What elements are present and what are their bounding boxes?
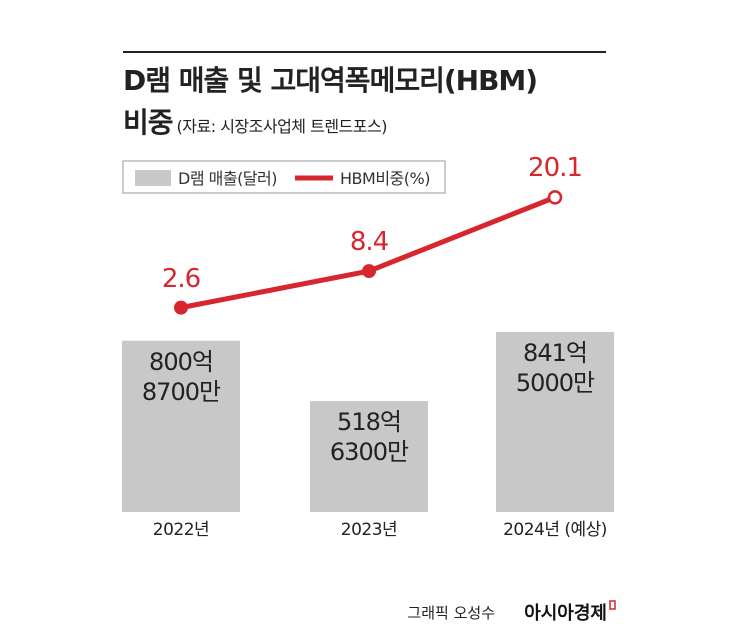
bar: [122, 340, 240, 512]
x-tick-label: 2024년 (예상): [503, 520, 607, 540]
legend-label: D램 매출(달러): [178, 169, 278, 188]
line-point: [547, 190, 563, 205]
legend-label: HBM비중(%): [340, 169, 430, 188]
value-label: 518억 6300만: [329, 408, 409, 467]
bar: [496, 332, 614, 512]
x-tick-label: 2023년: [340, 520, 398, 540]
line-point: [362, 264, 376, 279]
title-text: D램 매출 및 고대역폭메모리(HBM) 비중: [123, 64, 538, 139]
bar: [310, 401, 428, 512]
legend-swatch: [135, 170, 171, 186]
credit: 그래픽 오성수: [407, 604, 495, 622]
point-label: 2.6: [161, 263, 201, 294]
legend-box: [122, 160, 446, 194]
point-label: 8.4: [349, 227, 389, 258]
point-label: 20.1: [528, 153, 583, 184]
brand-icon: [609, 600, 616, 610]
line-point: [174, 300, 188, 315]
chart-title: D램 매출 및 고대역폭메모리(HBM) 비중 (자료: 시장조사업체 트렌드포스…: [123, 60, 643, 148]
value-label: 841억 5000만: [515, 339, 595, 397]
x-tick-label: 2022년: [152, 520, 210, 540]
source-brand: 아시아경제: [524, 603, 607, 624]
value-label: 800억 8700만: [141, 347, 221, 406]
chart-subtitle: (자료: 시장조사업체 트렌드포스): [176, 117, 388, 136]
